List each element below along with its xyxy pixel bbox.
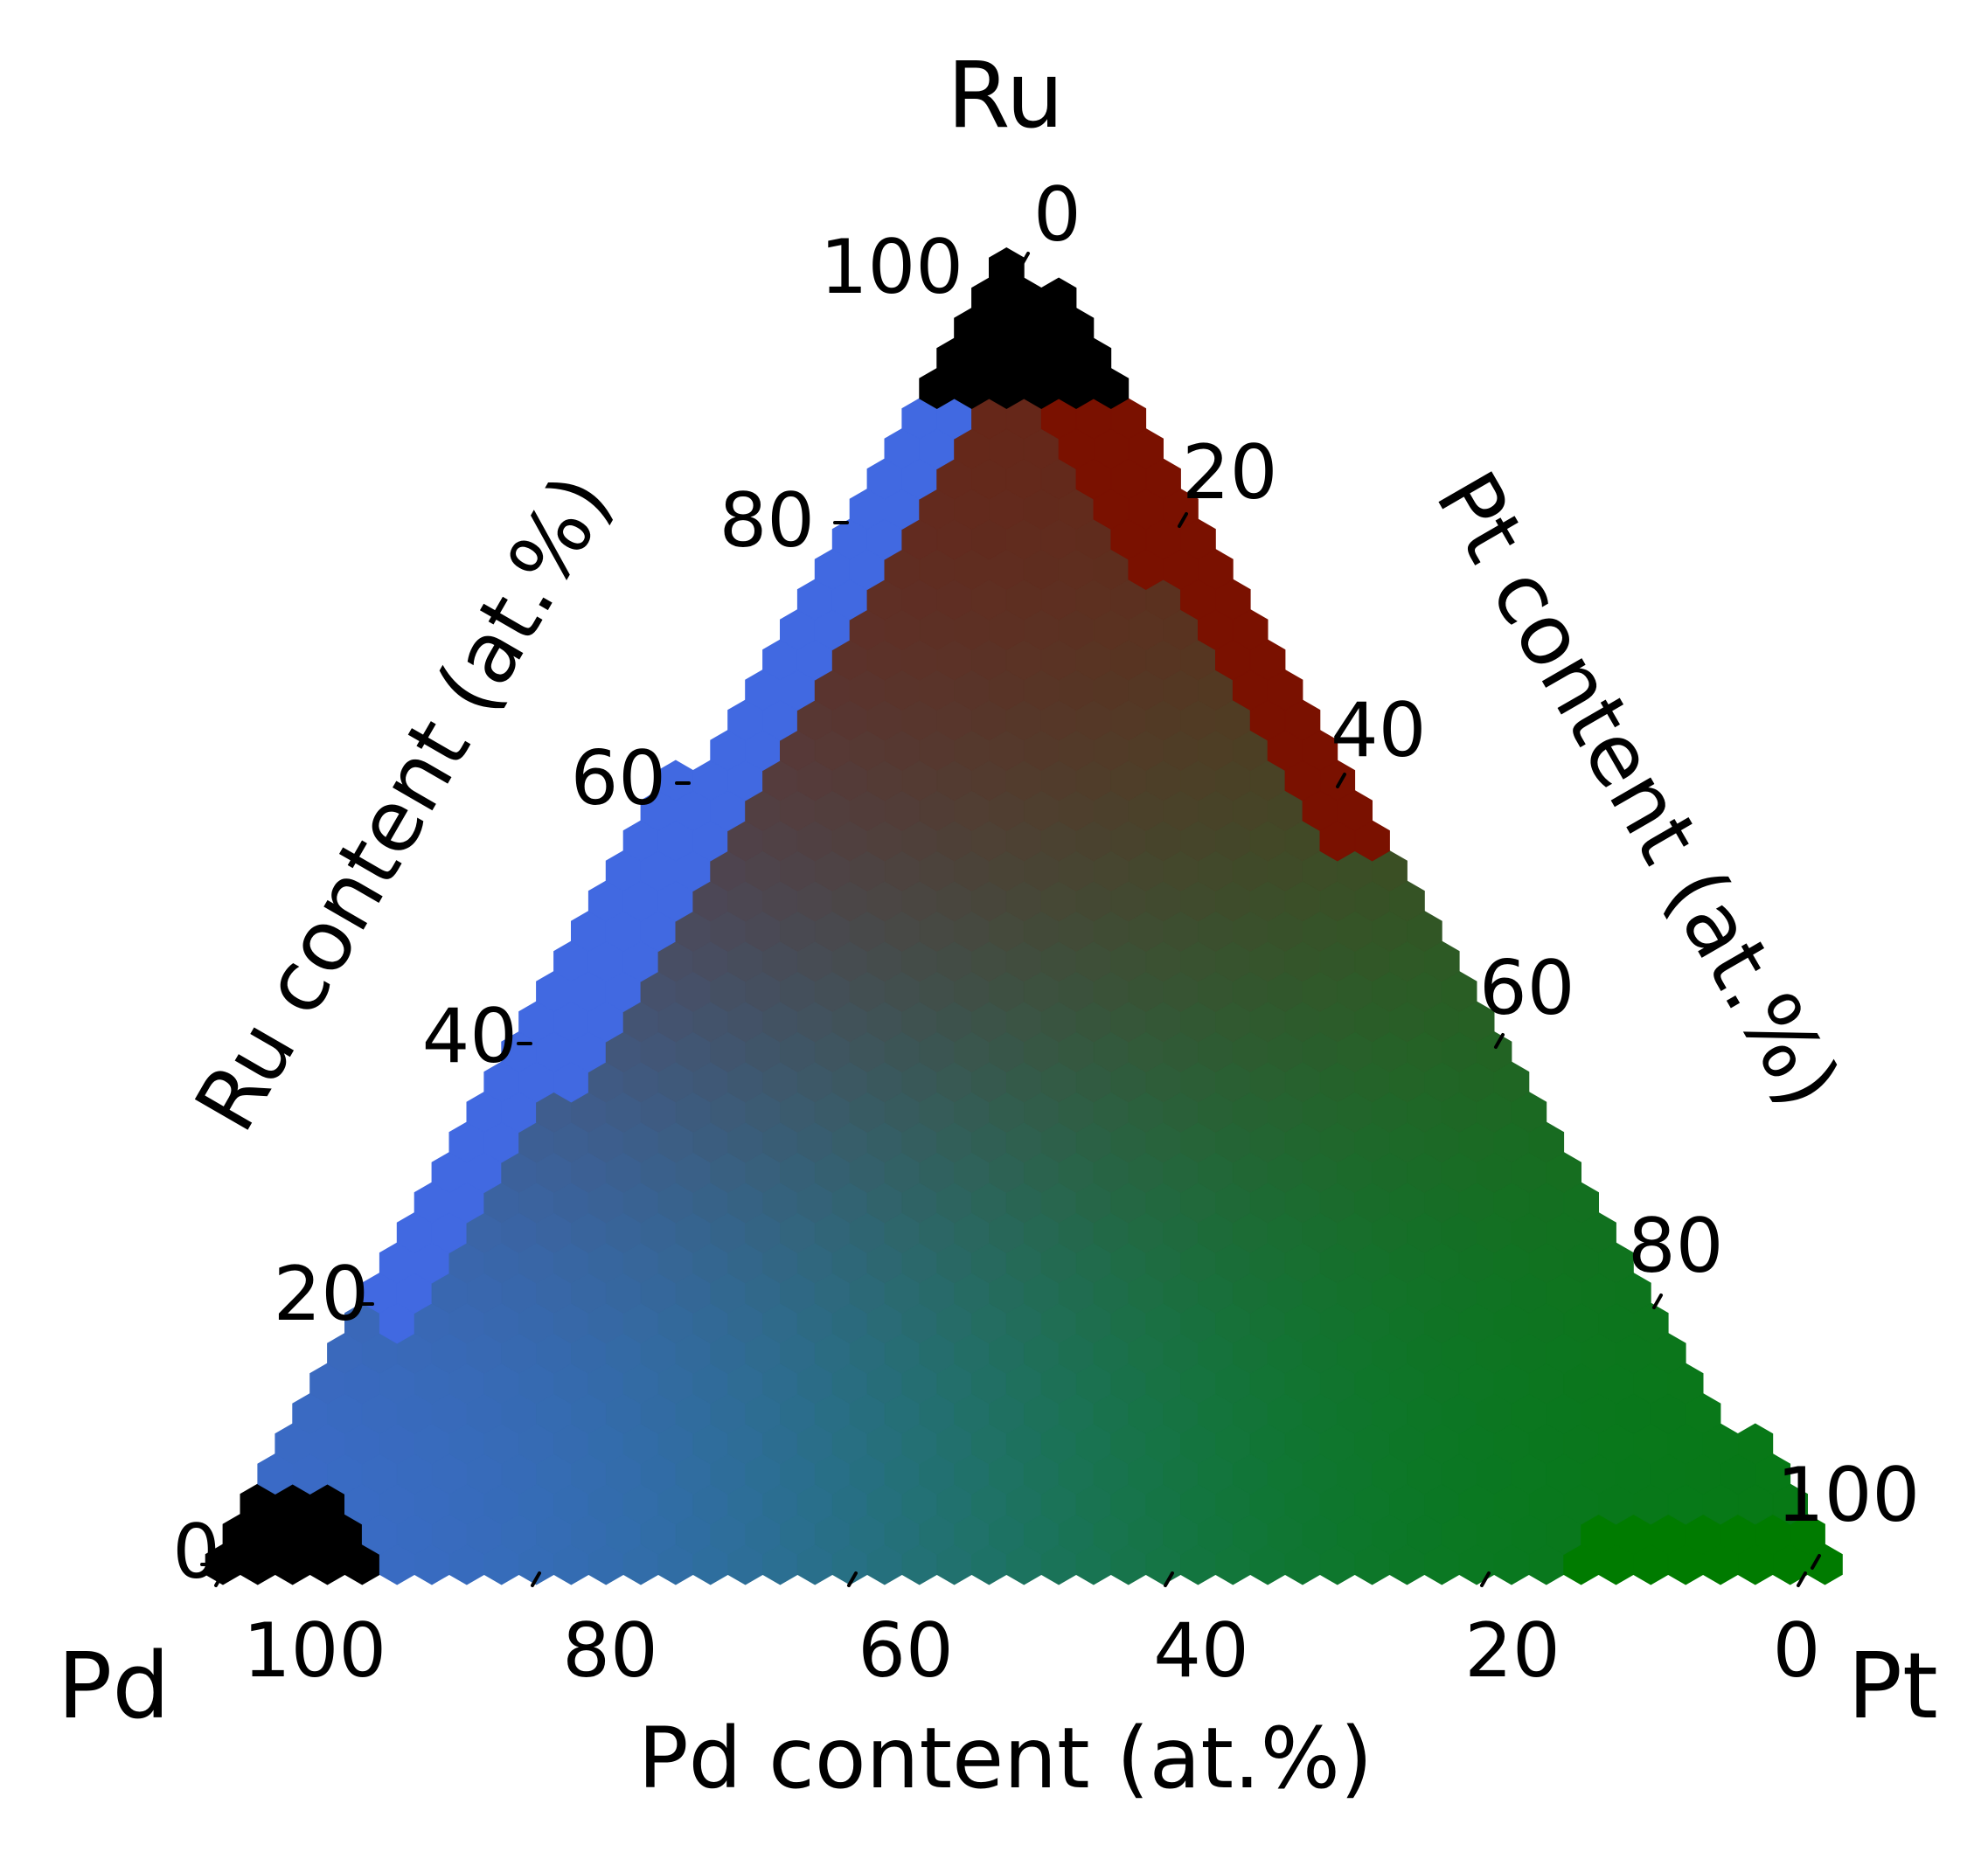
tick-mark	[1652, 1294, 1663, 1309]
tick-mark	[214, 1571, 225, 1587]
tick-label-left: 60	[571, 735, 666, 822]
hexbin-cell	[1737, 1423, 1774, 1465]
tick-mark	[1494, 1033, 1505, 1049]
tick-mark	[531, 1571, 541, 1587]
tick-label-left: 20	[274, 1251, 369, 1338]
tick-mark	[1480, 1571, 1491, 1587]
tick-marks	[200, 252, 1821, 1587]
tick-mark	[1178, 512, 1188, 528]
tick-label-bottom: 20	[1464, 1607, 1560, 1695]
tick-label-bottom: 100	[243, 1607, 386, 1695]
tick-label-bottom: 40	[1153, 1607, 1248, 1695]
tick-mark	[1811, 1554, 1821, 1570]
tick-label-left: 40	[422, 993, 518, 1080]
axis-label-pd: Pd content (at.%)	[638, 1710, 1373, 1807]
tick-label-right: 20	[1182, 429, 1277, 517]
tick-label-bottom: 60	[858, 1607, 953, 1695]
vertex-label-ru: Ru	[947, 42, 1064, 149]
tick-label-bottom: 0	[1773, 1607, 1821, 1695]
tick-label-right: 60	[1479, 945, 1574, 1032]
tick-label-right: 80	[1628, 1203, 1723, 1290]
tick-mark	[1019, 252, 1030, 267]
vertex-label-pt: Pt	[1847, 1633, 1938, 1739]
tick-label-right: 100	[1776, 1452, 1920, 1539]
tick-label-bottom: 80	[562, 1607, 657, 1695]
tick-label-left: 80	[719, 477, 815, 565]
vertex-label-pd: Pd	[58, 1633, 170, 1739]
tick-label-left: 0	[172, 1509, 220, 1596]
tick-mark	[1336, 773, 1346, 788]
tick-mark	[1164, 1571, 1174, 1587]
tick-label-left: 100	[820, 224, 963, 311]
tick-mark	[847, 1571, 858, 1587]
tick-label-right: 40	[1331, 687, 1426, 774]
hexbin-cell	[1040, 277, 1077, 319]
tick-mark	[1797, 1571, 1807, 1587]
tick-label-right: 0	[1033, 171, 1081, 259]
hexbin-layer	[205, 247, 1843, 1585]
